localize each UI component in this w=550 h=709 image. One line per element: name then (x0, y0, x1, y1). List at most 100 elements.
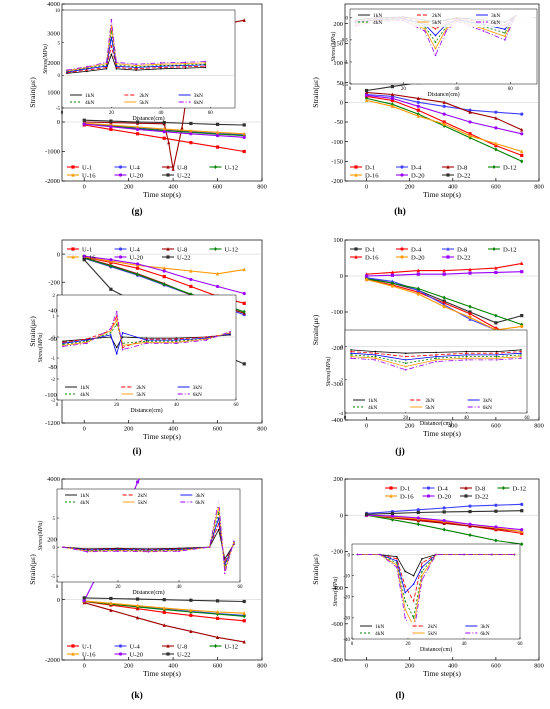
inset-data-point (504, 39, 506, 41)
inset-data-point (424, 30, 426, 32)
legend-label: U-8 (177, 643, 188, 650)
data-point (109, 264, 113, 269)
legend-label: D-1 (365, 246, 375, 253)
axis-y-tick-label: -1000 (45, 392, 60, 399)
legend-swatch-marker (354, 173, 358, 177)
legend-label: D-16 (400, 493, 414, 500)
inset-x-tick-label: 60 (518, 642, 524, 647)
data-point (364, 93, 369, 97)
inset-legend-entry: 4kN (70, 100, 94, 106)
inset-data-point (482, 28, 485, 30)
legend-entry: U-8 (162, 246, 188, 253)
inset-legend-entry: 1kN (70, 93, 94, 99)
data-point (215, 122, 220, 126)
inset-y-tick-label: -40 (343, 638, 350, 643)
inset-data-point (115, 65, 118, 67)
inset-legend-label: 1kN (375, 624, 384, 630)
inset-data-point (504, 32, 506, 34)
data-point (494, 116, 498, 120)
inset-data-point (135, 68, 137, 70)
inset-y-tick-label: -30 (343, 617, 350, 622)
inset-data-point (115, 353, 118, 355)
inset-legend-label: 1kN (80, 493, 89, 499)
inset-series-group (62, 499, 235, 575)
data-point (135, 597, 140, 601)
inset-x-tick-label: 20 (116, 585, 122, 590)
data-point (215, 635, 220, 639)
data-point (520, 127, 524, 132)
legend-entry: U-20 (114, 254, 144, 261)
y-axis-label: Strain(με) (311, 554, 320, 585)
inset-data-point (495, 350, 498, 353)
inset-data-point (421, 570, 423, 573)
axis-y-tick-label: 1000 (47, 90, 60, 97)
inset-data-point (147, 550, 150, 553)
axis-x-tick-label: 600 (491, 422, 501, 429)
data-point (442, 100, 446, 104)
legend-swatch-marker (501, 486, 506, 490)
data-point (215, 610, 220, 614)
data-point (162, 598, 166, 602)
axis-y-tick-label: 0 (57, 119, 60, 126)
data-point (468, 315, 472, 319)
axis-x-tick-label: 800 (257, 425, 267, 432)
inset-legend-label: 4kN (80, 500, 89, 506)
inset-y-axis-label: Stress(MPa) (332, 577, 339, 607)
data-point (520, 159, 524, 164)
legend-entry: U-1 (67, 164, 92, 171)
inset-data-point (350, 352, 352, 355)
axis-y-tick-label: 4000 (47, 476, 60, 483)
inset-data-point (204, 65, 207, 67)
inset-data-point (379, 553, 381, 556)
legend-swatch-marker (354, 255, 358, 259)
legend-swatch-marker (213, 644, 218, 648)
inset-x-axis-label: Distance(cm) (132, 589, 164, 596)
inset-legend: 1kN 2kN 3kN 4kN 5kN 6kN (349, 396, 523, 412)
y-axis-label: Strain(με) (28, 316, 37, 347)
inset-legend-label: 5kN (432, 20, 441, 26)
data-point (242, 18, 246, 22)
inset-x-tick-label: 0 (351, 642, 354, 647)
inset-data-point (85, 66, 88, 68)
inset-data-point (374, 354, 377, 356)
data-point (162, 130, 166, 134)
axis-y-tick-label: -50 (334, 119, 343, 126)
inset-data-point (121, 336, 124, 338)
inset-legend-label: 3kN (195, 493, 204, 499)
legend-entry: U-20 (114, 172, 144, 179)
inset-y-tick-label: -4 (339, 412, 344, 417)
inset-data-point (178, 550, 180, 552)
legend-entry: D-22 (442, 172, 471, 179)
legend-entry: U-16 (67, 254, 96, 261)
inset-data-point (109, 327, 112, 330)
inset-series-group (62, 311, 231, 356)
legend-swatch-marker (400, 247, 404, 251)
inset-data-point (160, 64, 162, 67)
data-point (364, 278, 369, 282)
inset-data-point (495, 357, 498, 360)
inset-x-tick-label: 40 (462, 642, 468, 647)
inset-data-point (204, 62, 207, 64)
data-point (468, 524, 472, 528)
inset-legend-label: 6kN (480, 631, 489, 637)
legend-label: U-8 (177, 164, 188, 171)
data-point (390, 96, 395, 100)
inset-series-group (356, 553, 516, 637)
axis-x-tick-label: 800 (257, 183, 267, 190)
y-axis-label: Strain(με) (28, 77, 37, 108)
inset-data-point (435, 354, 437, 356)
inset-data-point (160, 62, 162, 64)
legend-entry: D-8 (460, 485, 486, 492)
inset-data-point (66, 69, 68, 71)
data-point (468, 504, 472, 508)
inset-y-axis-label: Stress(MPa) (325, 357, 332, 387)
legend-label: U-1 (82, 246, 92, 253)
inset-y-tick-label: 5 (58, 41, 61, 46)
inset-y-tick-label: -1.5 (340, 83, 348, 88)
data-point (468, 110, 472, 114)
legend-swatch-marker (492, 165, 496, 169)
data-point (242, 149, 246, 154)
inset-data-point (374, 355, 377, 358)
inset-data-point (495, 354, 498, 356)
